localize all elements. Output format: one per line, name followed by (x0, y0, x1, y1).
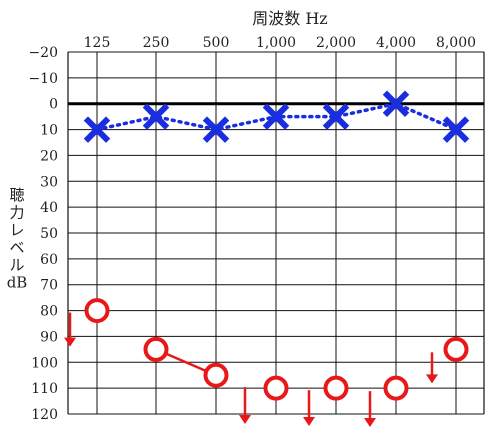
x-tick-label: 2,000 (316, 35, 356, 51)
circle-marker (443, 336, 469, 362)
x-tick-label: 500 (203, 35, 230, 51)
x-marker-stroke (322, 103, 350, 130)
y-tick-label: 70 (40, 278, 58, 294)
circle-marker (263, 375, 289, 401)
x-tick-labels: 125 250 500 1,000 2,000 4,000 8,000 (84, 35, 476, 51)
no-response-arrow (303, 390, 315, 426)
y-tick-label: −10 (28, 71, 58, 87)
circle-marker (383, 375, 409, 401)
circle-marker (84, 298, 110, 324)
y-tick-label: 100 (31, 355, 58, 371)
x-marker (202, 116, 230, 143)
y-axis-label-char: 力 (9, 204, 24, 222)
x-marker-stroke (262, 103, 290, 130)
x-marker-stroke (202, 116, 230, 143)
x-marker (83, 116, 111, 143)
x-tick-label: 125 (84, 35, 111, 51)
y-tick-labels: −20 −10 0 10 20 30 40 50 60 70 80 90 100 110 120 (28, 45, 58, 423)
y-axis-label-char: ベ (9, 239, 24, 257)
y-axis-label-char: 聴 (9, 186, 24, 204)
y-axis-label-char: dB (7, 274, 28, 292)
circle-marker (323, 375, 349, 401)
no-response-arrow (364, 391, 376, 427)
y-tick-label: −20 (28, 45, 58, 61)
x-marker (262, 103, 290, 130)
y-axis-label-char: ル (9, 256, 24, 274)
arrow-head (364, 418, 376, 427)
arrow-head (426, 374, 438, 384)
x-marker-stroke (442, 116, 470, 143)
x-marker (442, 116, 470, 143)
y-tick-label: 80 (40, 304, 58, 320)
y-axis-label-char: レ (9, 221, 24, 239)
data-marks (64, 90, 470, 427)
arrow-head (64, 337, 76, 347)
x-marker-stroke (142, 103, 170, 130)
grid-lines (67, 51, 485, 415)
y-tick-label: 20 (40, 148, 58, 164)
y-tick-label: 50 (40, 226, 58, 242)
x-marker-stroke (83, 116, 111, 143)
y-tick-label: 30 (40, 174, 58, 190)
y-tick-label: 40 (40, 200, 58, 216)
x-tick-label: 8,000 (436, 35, 476, 51)
x-marker (142, 103, 170, 130)
arrow-head (303, 417, 315, 426)
x-marker (322, 103, 350, 130)
y-tick-label: 110 (31, 381, 58, 397)
x-tick-label: 250 (143, 35, 170, 51)
x-tick-label: 4,000 (376, 35, 416, 51)
circle-marker (203, 362, 229, 388)
no-response-arrow (426, 352, 438, 384)
no-response-arrow (239, 387, 251, 424)
y-tick-label: 90 (40, 329, 58, 345)
x-tick-label: 1,000 (256, 35, 296, 51)
y-tick-label: 120 (31, 407, 58, 423)
y-tick-label: 0 (49, 97, 58, 113)
arrow-head (239, 415, 251, 424)
circle-marker (143, 336, 169, 362)
y-tick-label: 10 (40, 123, 58, 139)
x-marker-stroke (382, 90, 410, 117)
x-marker (382, 90, 410, 117)
y-tick-label: 60 (40, 252, 58, 268)
no-response-arrow (64, 312, 76, 347)
x-axis-title: 周波数 Hz (252, 9, 327, 28)
